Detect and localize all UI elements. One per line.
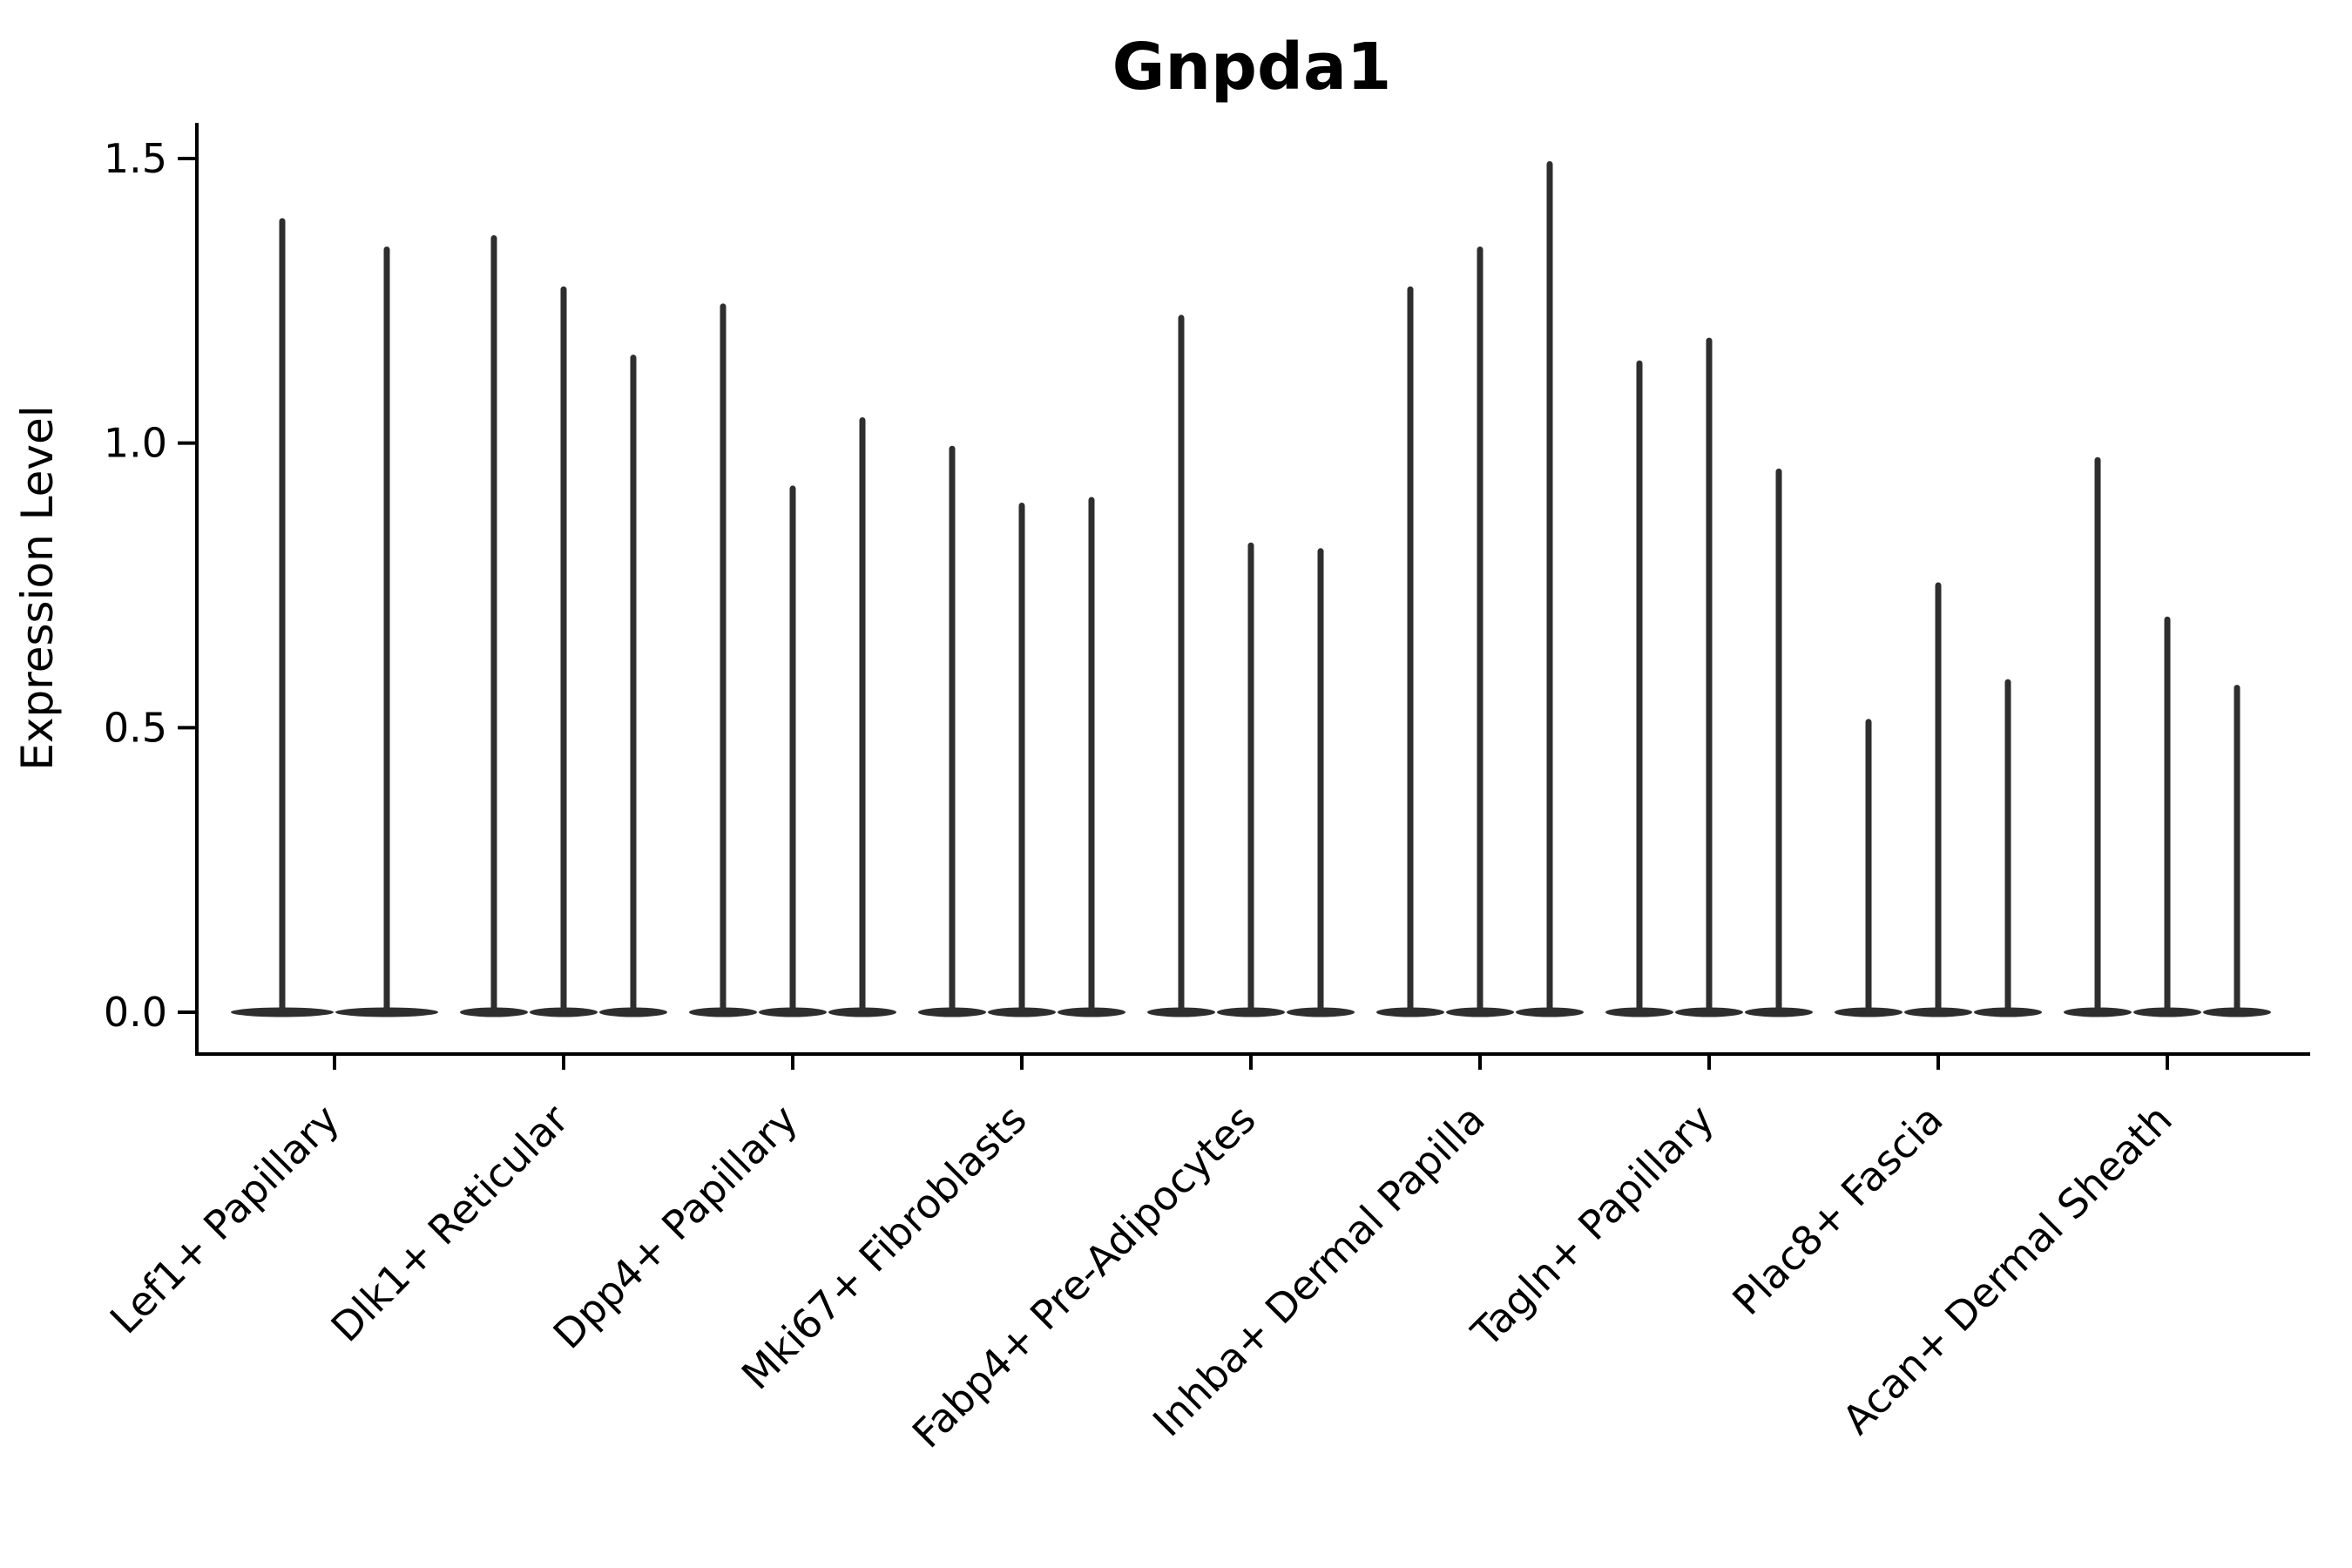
y-tick-label: 1.0 <box>104 420 167 467</box>
y-axis-label: Expression Level <box>12 405 63 770</box>
y-tick-label: 0.0 <box>104 989 167 1036</box>
plot-title: Gnpda1 <box>1112 30 1392 105</box>
x-tick-label: Tagln+ Papillary <box>1462 1096 1723 1357</box>
x-tick-label: Lef1+ Papillary <box>101 1096 348 1343</box>
x-tick-label: Plac8+ Fascia <box>1723 1096 1951 1324</box>
y-tick-label: 0.5 <box>104 704 167 751</box>
x-tick-label: Dpp4+ Papillary <box>544 1096 807 1358</box>
y-ticks: 0.0 0.5 1.0 1.5 <box>104 135 197 1036</box>
y-tick-label: 1.5 <box>104 135 167 182</box>
violins <box>231 161 2271 1017</box>
x-tick-label: Dlk1+ Reticular <box>322 1096 578 1351</box>
